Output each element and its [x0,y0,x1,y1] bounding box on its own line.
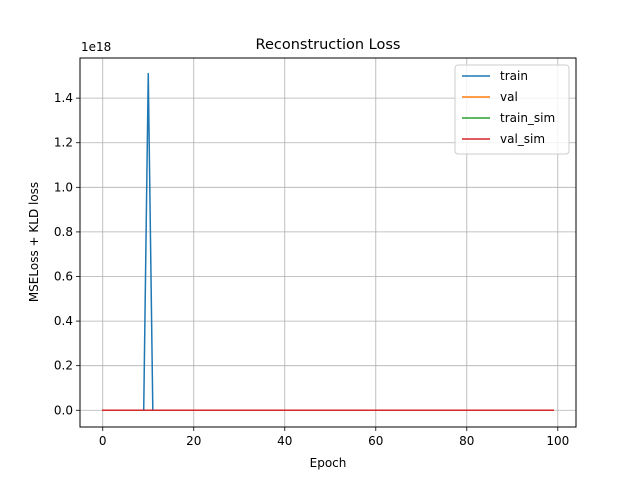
chart-title: Reconstruction Loss [256,37,401,53]
grid-layer [80,58,576,427]
y-axis-offset-label: 1e18 [81,40,111,54]
y-tick-label: 1.0 [54,180,73,194]
y-tick-label: 0.6 [54,270,73,284]
y-tick-label: 1.2 [54,136,73,150]
y-tick-label: 1.4 [54,91,73,105]
series-layer [102,72,554,412]
plot-frame [79,57,577,428]
x-tick-label: 80 [459,434,474,448]
legend-label-val: val [500,90,518,104]
x-tick-label: 20 [186,434,201,448]
x-tick-label: 0 [99,434,107,448]
y-tick-label: 0.8 [54,225,73,239]
y-axis-label: MSELoss + KLD loss [27,182,41,302]
x-tick-label: 100 [546,434,569,448]
legend-label-train: train [500,69,528,83]
legend-label-train-sim: train_sim [500,111,555,125]
legend: train val train_sim val_sim [454,64,570,155]
x-tick-label: 60 [368,434,383,448]
legend-label-val-sim: val_sim [500,132,545,146]
tick-layer: 0 20 40 60 80 100 0.0 0.2 0.4 0.6 0.8 1.0 1.2 1.4 [54,91,569,448]
y-tick-label: 0.2 [54,359,73,373]
y-tick-label: 0.0 [54,403,73,417]
x-axis-label: Epoch [310,456,347,470]
x-tick-label: 40 [277,434,292,448]
legend-box [454,64,570,155]
y-tick-label: 0.4 [54,314,73,328]
